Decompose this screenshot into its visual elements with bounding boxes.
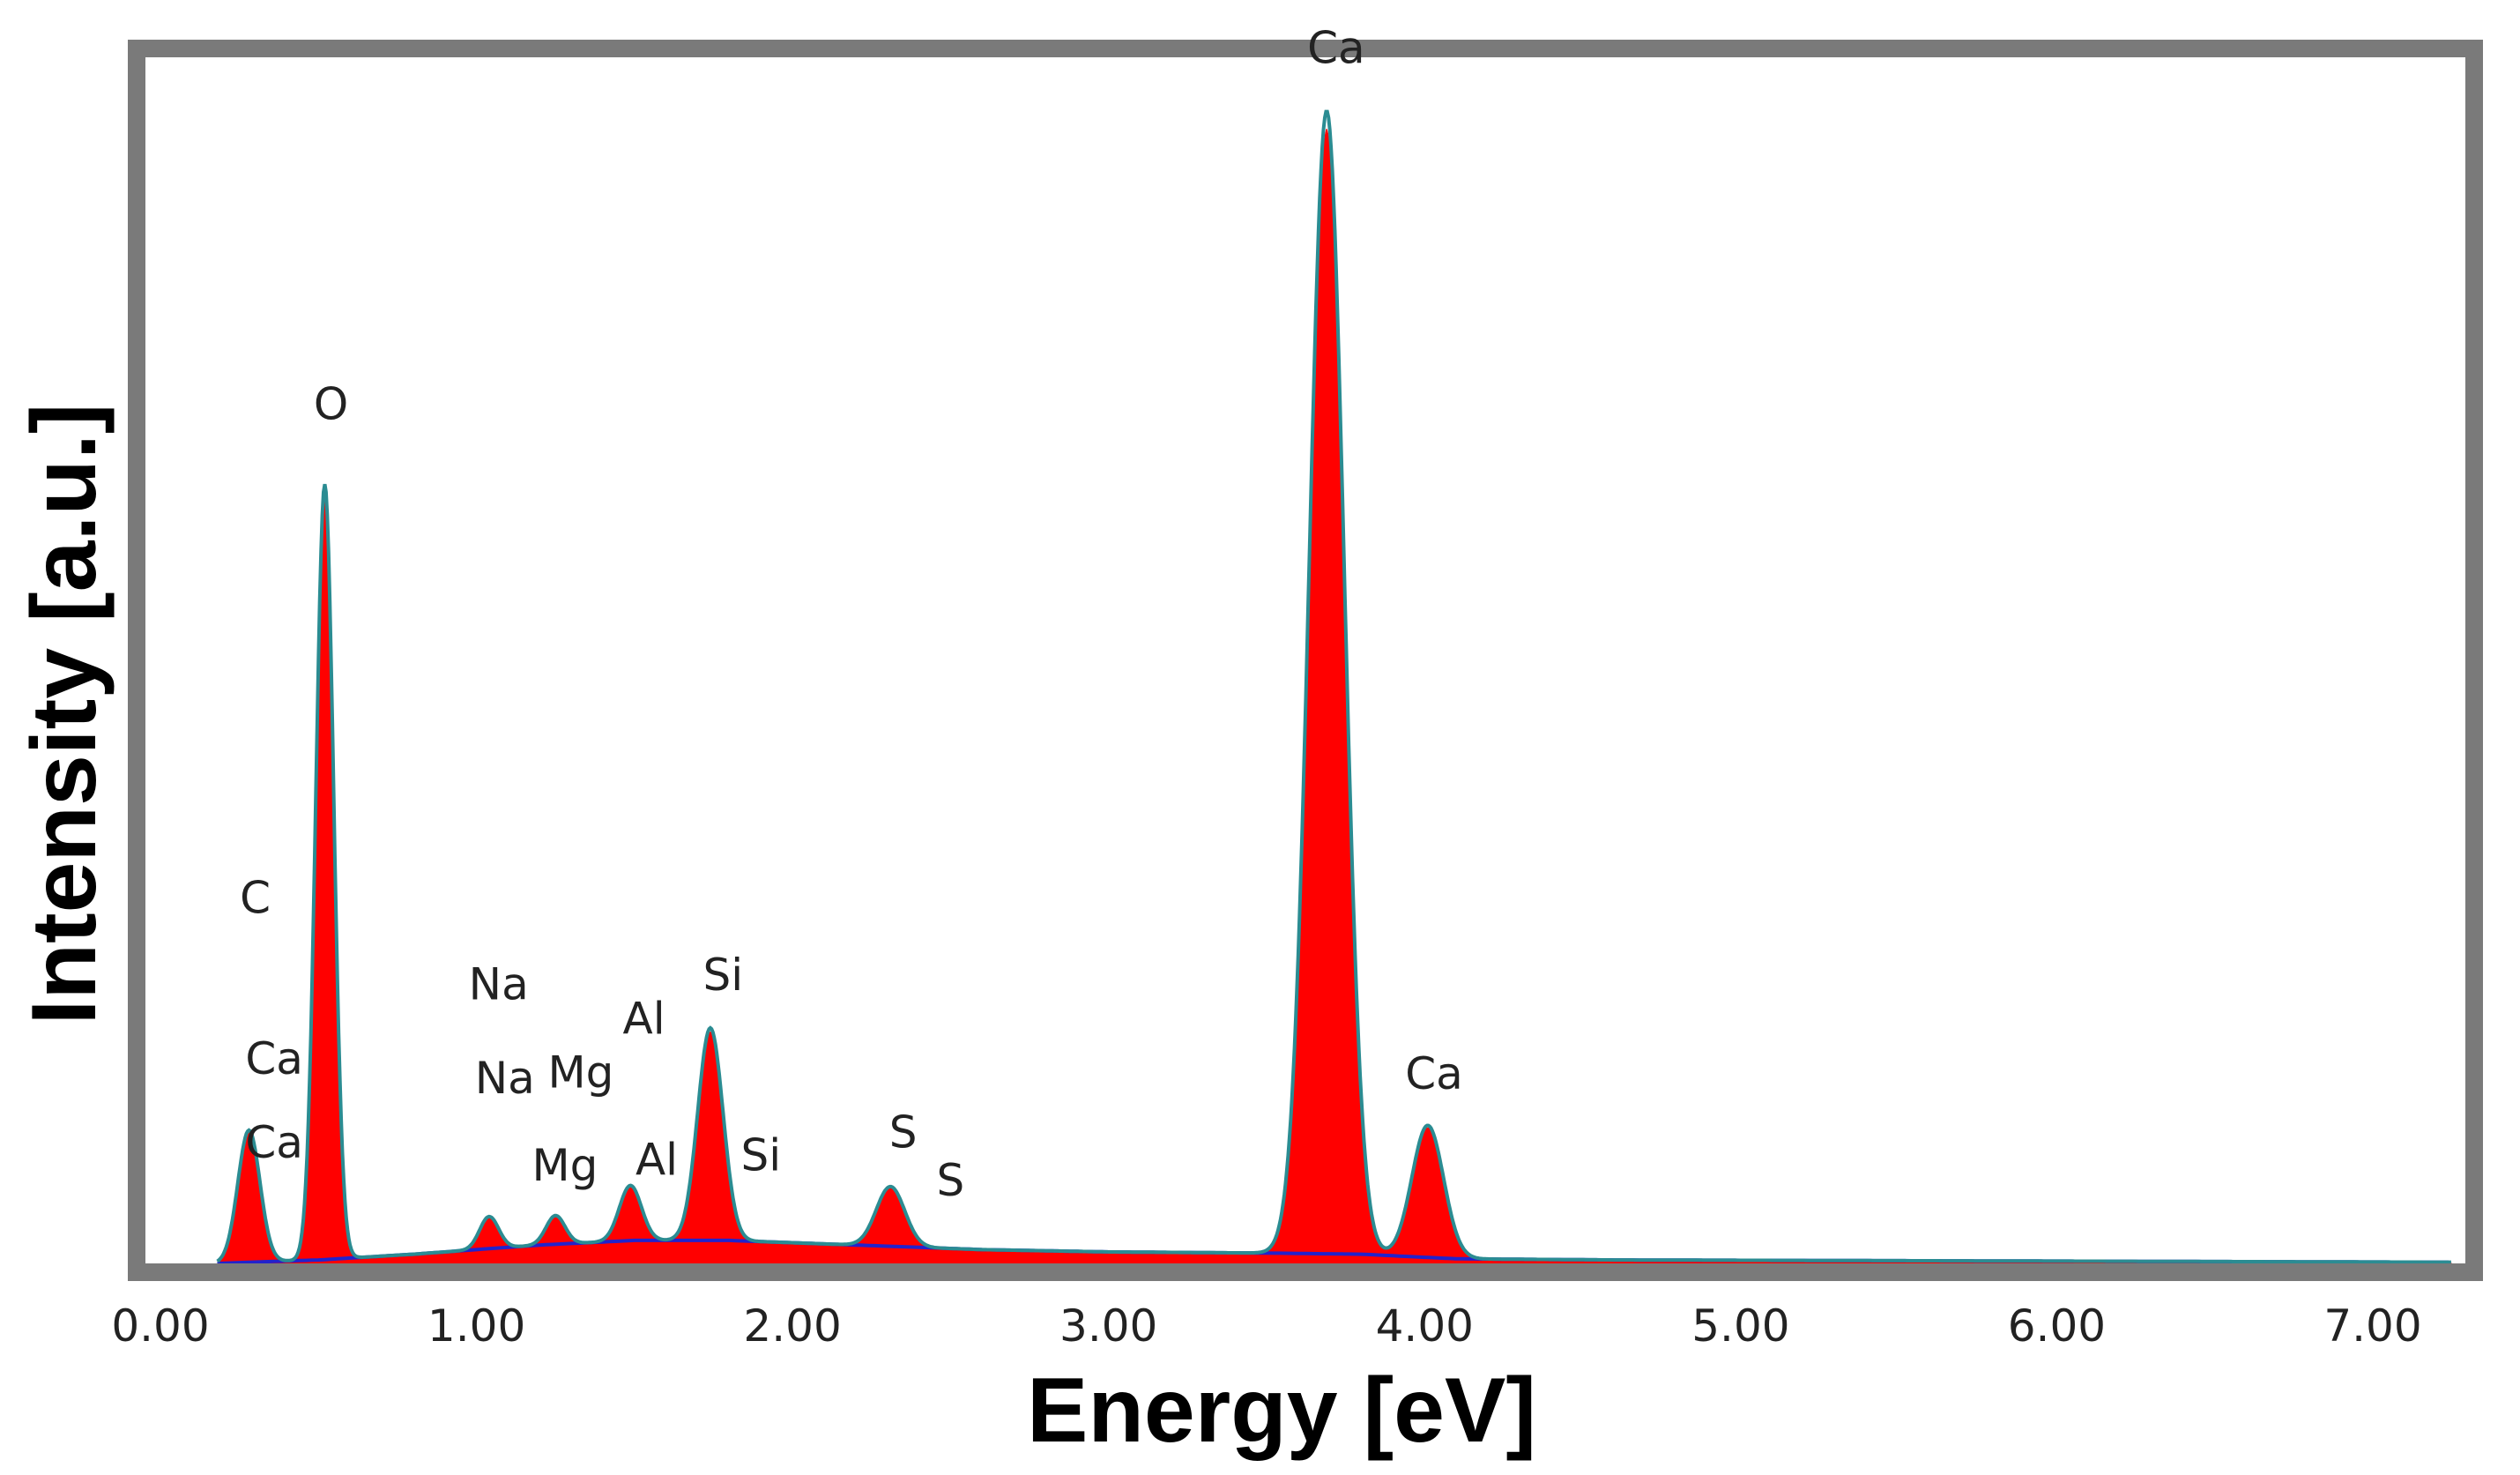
- x-tick-label: 0.00: [111, 1300, 209, 1352]
- x-tick-label: 7.00: [2323, 1300, 2421, 1352]
- x-axis-ticks: 0.00 1.00 2.00 3.00 4.00 5.00 6.00 7.00: [111, 1300, 2421, 1352]
- peak-label: C: [240, 873, 271, 924]
- peak-label: O: [314, 378, 348, 429]
- peak-label: Mg: [532, 1140, 598, 1191]
- x-tick-label: 4.00: [1376, 1300, 1474, 1352]
- peak-label: Ca: [1405, 1048, 1463, 1099]
- x-tick-label: 6.00: [2008, 1300, 2106, 1352]
- fit-line: [216, 109, 2451, 1264]
- plot-frame: [128, 40, 2483, 1281]
- peak-label: Ca: [1307, 23, 1365, 74]
- spectrum-fill: [217, 129, 2452, 1264]
- peak-label: S: [937, 1155, 965, 1206]
- peak-label: Ca: [245, 1117, 303, 1168]
- peak-label: Al: [623, 993, 665, 1044]
- peak-label: Na: [469, 958, 529, 1009]
- peak-label: Na: [475, 1053, 535, 1104]
- y-axis-title: Intensity [a.u.]: [13, 404, 115, 1025]
- peak-label: Ca: [245, 1033, 303, 1084]
- x-axis-title: Energy [eV]: [1027, 1360, 1536, 1462]
- x-tick-label: 3.00: [1059, 1300, 1157, 1352]
- x-tick-label: 2.00: [743, 1300, 841, 1352]
- peak-label: S: [889, 1106, 918, 1158]
- peak-label: Si: [740, 1130, 781, 1181]
- x-tick-label: 1.00: [427, 1300, 525, 1352]
- plot-layer: [216, 109, 2452, 1265]
- peak-label: Al: [636, 1135, 678, 1186]
- x-tick-label: 5.00: [1691, 1300, 1789, 1352]
- peak-label: Si: [702, 950, 743, 1001]
- peak-label: Mg: [547, 1047, 613, 1099]
